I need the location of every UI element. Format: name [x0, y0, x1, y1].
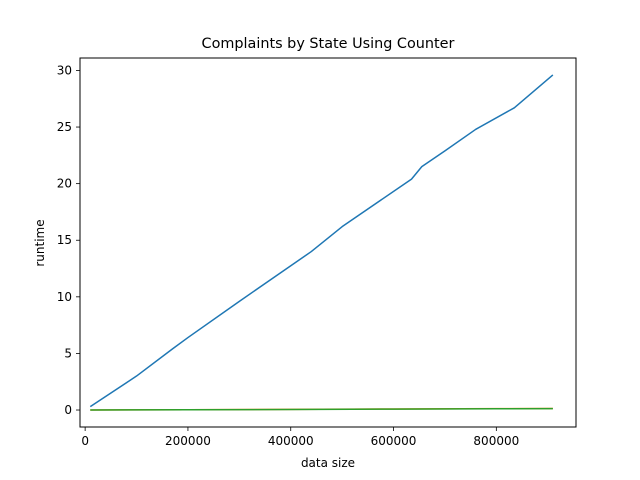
x-tick-label: 800000	[473, 434, 519, 448]
x-tick-label: 600000	[371, 434, 417, 448]
x-tick-label: 400000	[268, 434, 314, 448]
y-tick-label: 20	[57, 177, 72, 191]
y-tick-label: 15	[57, 233, 72, 247]
y-tick-label: 10	[57, 290, 72, 304]
y-tick-label: 5	[64, 346, 72, 360]
plot-frame	[79, 57, 577, 428]
y-tick-label: 0	[64, 403, 72, 417]
chart-title: Complaints by State Using Counter	[202, 36, 455, 52]
x-axis: 0 200000 400000 600000 800000	[81, 427, 519, 448]
y-axis-label: runtime	[33, 219, 47, 266]
series-line-2	[90, 407, 553, 411]
series-layer	[89, 74, 554, 411]
x-axis-label: data size	[301, 456, 355, 470]
x-tick-label: 0	[81, 434, 89, 448]
y-tick-label: 30	[57, 63, 72, 77]
y-tick-label: 25	[57, 120, 72, 134]
y-axis: 0 5 10 15 20 25 30	[57, 63, 80, 417]
x-tick-label: 200000	[165, 434, 211, 448]
series-line-0	[89, 74, 554, 408]
